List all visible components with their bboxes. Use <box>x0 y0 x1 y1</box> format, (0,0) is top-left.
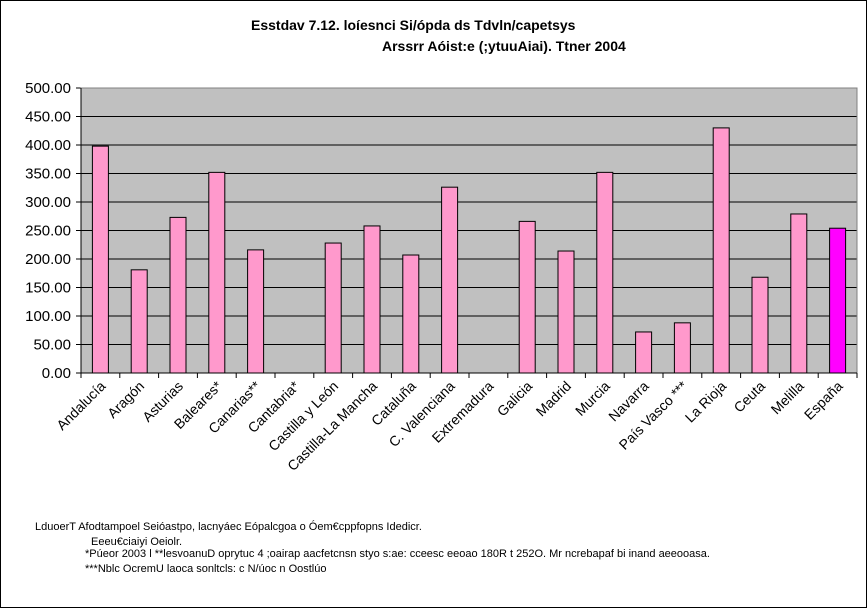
y-tick-label: 50.00 <box>33 337 71 354</box>
bar-ceuta <box>751 276 769 374</box>
chart-title-line-2: Arssrr Aóist:e (;ytuuAiai). Ttner 2004 <box>382 38 626 54</box>
x-tick-label: Ceuta <box>730 378 768 416</box>
footnote-source-cont: Eeeu€ciaiyi Oeiolr. <box>91 536 183 548</box>
y-tick-label: 500.00 <box>25 80 71 97</box>
bar-arag-n <box>130 269 148 374</box>
x-tick-label: Andalucía <box>53 378 108 433</box>
x-tick-label: Galicia <box>494 378 536 420</box>
bar-baleares <box>208 171 226 374</box>
y-tick-label: 400.00 <box>25 137 71 154</box>
bar-pa-s-vasco <box>673 322 691 374</box>
bar-murcia <box>596 171 614 374</box>
y-tick-label: 100.00 <box>25 308 71 325</box>
bar-navarra <box>635 331 653 374</box>
bar-castilla-la-mancha <box>363 225 381 374</box>
footnote-notes-2: ***Nblc OcremU laoca sonltcls: c N/úoc n… <box>85 563 327 575</box>
x-tick-label: Madrid <box>533 378 575 420</box>
footnote-source: LduoerT Afodtampoel Seióastpo, lacnyáec … <box>35 521 422 533</box>
bar-c-valenciana <box>441 186 459 374</box>
footnote-notes: *Púeor 2003 l **lesvoanuD oprytuc 4 ;oai… <box>85 548 710 560</box>
x-tick-label: España <box>801 378 846 423</box>
bar-madrid <box>557 250 575 374</box>
bar-asturias <box>169 216 187 374</box>
x-tick-label: La Rioja <box>682 378 730 426</box>
y-tick-label: 0.00 <box>42 365 71 382</box>
chart-title-line-1: Esstdav 7.12. loíesnci Si/ópda ds Tdvln/… <box>251 17 576 33</box>
bar-galicia <box>518 220 536 374</box>
y-tick-label: 450.00 <box>25 109 71 126</box>
bar-la-rioja <box>712 127 730 374</box>
y-tick-label: 300.00 <box>25 194 71 211</box>
y-tick-label: 200.00 <box>25 251 71 268</box>
x-tick-label: País Vasco *** <box>616 377 691 452</box>
y-tick-label: 150.00 <box>25 280 71 297</box>
y-tick-label: 350.00 <box>25 166 71 183</box>
bar-canarias <box>247 249 265 374</box>
bar-castilla-y-le-n <box>324 242 342 374</box>
bar-melilla <box>790 213 808 374</box>
bar-andaluc-a <box>91 145 109 374</box>
y-tick-label: 250.00 <box>25 223 71 240</box>
bar-espa-a <box>829 227 847 374</box>
bar-catalu-a <box>402 254 420 374</box>
